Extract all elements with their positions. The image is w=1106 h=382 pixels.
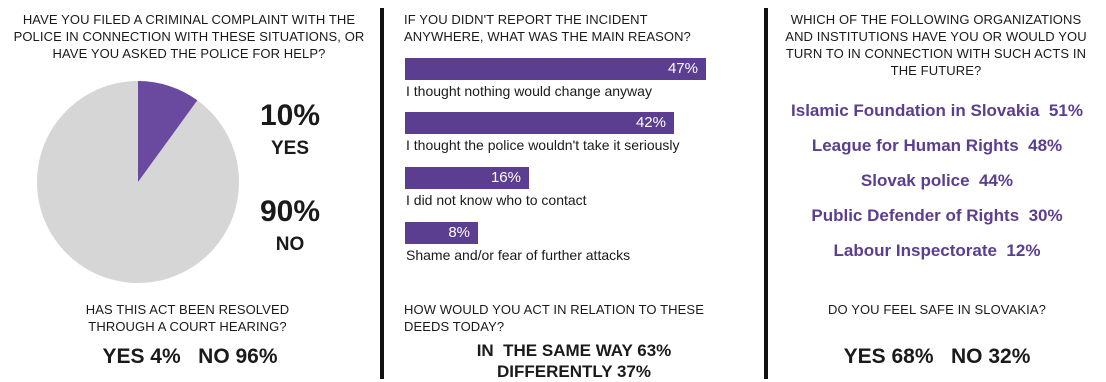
pie-slice-no bbox=[37, 81, 240, 283]
bar-reason-4: 8% bbox=[405, 222, 478, 244]
bar-category-4: Shame and/or fear of further attacks bbox=[406, 247, 631, 263]
bar-category-2: I thought the police wouldn't take it se… bbox=[406, 137, 680, 153]
pie-yes-label: YES bbox=[270, 138, 310, 159]
pie-chart bbox=[37, 81, 240, 283]
court-answer: YES 4% NO 96% bbox=[102, 345, 278, 368]
bar-reason-1: 47% bbox=[405, 58, 706, 80]
pie-no-percent: 90% bbox=[259, 195, 321, 228]
pie-no-label: NO bbox=[275, 234, 305, 255]
bar-reason-3: 16% bbox=[405, 167, 529, 189]
org-item-3: Slovak police 44% bbox=[860, 171, 1014, 190]
court-question: HAS THIS ACT BEEN RESOLVED THROUGH A COU… bbox=[85, 302, 290, 334]
today-question: HOW WOULD YOU ACT IN RELATION TO THESE D… bbox=[404, 302, 704, 334]
reason-question: IF YOU DIDN'T REPORT THE INCIDENT ANYWHE… bbox=[404, 12, 691, 44]
org-item-2: League for Human Rights 48% bbox=[811, 136, 1063, 155]
bar-label-2: 42% bbox=[635, 114, 666, 131]
pie-question: HAVE YOU FILED A CRIMINAL COMPLAINT WITH… bbox=[13, 12, 365, 61]
org-item-5: Labour Inspectorate 12% bbox=[833, 241, 1041, 260]
organizations-question: WHICH OF THE FOLLOWING ORGANIZATIONS AND… bbox=[785, 12, 1087, 78]
bar-label-4: 8% bbox=[448, 224, 470, 241]
divider-right bbox=[764, 8, 768, 379]
safety-answer: YES 68% NO 32% bbox=[843, 345, 1031, 368]
today-answer-2: DIFFERENTLY 37% bbox=[497, 362, 651, 381]
today-answer-1: IN THE SAME WAY 63% bbox=[476, 341, 672, 360]
pie-slice-yes bbox=[138, 81, 198, 182]
bar-label-1: 47% bbox=[667, 60, 698, 77]
org-item-4: Public Defender of Rights 30% bbox=[811, 206, 1063, 225]
bar-category-1: I thought nothing would change anyway bbox=[406, 83, 652, 99]
divider-left bbox=[380, 8, 384, 379]
bar-label-3: 16% bbox=[490, 169, 521, 186]
bar-reason-2: 42% bbox=[405, 112, 674, 134]
safety-question: DO YOU FEEL SAFE IN SLOVAKIA? bbox=[828, 302, 1046, 317]
pie-yes-percent: 10% bbox=[259, 99, 321, 132]
bar-category-3: I did not know who to contact bbox=[406, 192, 587, 208]
org-item-1: Islamic Foundation in Slovakia 51% bbox=[791, 101, 1083, 120]
